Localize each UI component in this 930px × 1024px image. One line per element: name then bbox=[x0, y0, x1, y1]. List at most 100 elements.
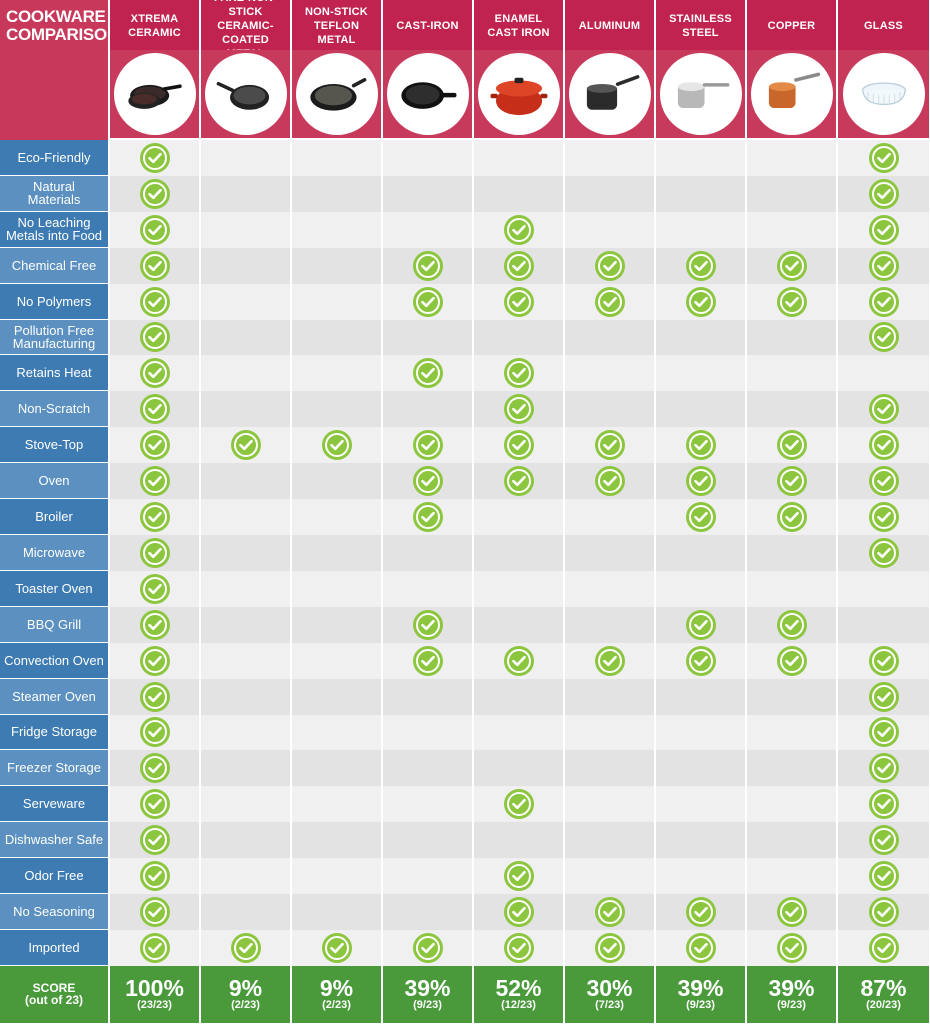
table-cell bbox=[656, 570, 747, 607]
column-header-label: STAINLESS STEEL bbox=[669, 12, 732, 40]
table-cell bbox=[565, 427, 656, 464]
table-cell bbox=[747, 534, 838, 571]
table-cell bbox=[747, 750, 838, 787]
table-cell bbox=[292, 642, 383, 679]
table-cell bbox=[292, 714, 383, 751]
checkmark-ring bbox=[779, 505, 804, 530]
score-cell: 39% (9/23) bbox=[747, 965, 838, 1023]
table-cell bbox=[292, 427, 383, 464]
table-cell bbox=[292, 319, 383, 356]
table-cell bbox=[747, 822, 838, 859]
checkmark-ring bbox=[779, 899, 804, 924]
table-cell bbox=[383, 858, 474, 895]
row-label-text-line: Pollution Free bbox=[13, 322, 95, 338]
stainless-saucepan-icon bbox=[669, 65, 733, 124]
table-cell bbox=[110, 283, 201, 320]
table-cell bbox=[110, 211, 201, 248]
score-fraction: (9/23) bbox=[413, 999, 442, 1012]
table-title: COOKWARE COMPARISON bbox=[0, 0, 119, 140]
row-label-steamer-oven: Steamer Oven bbox=[0, 678, 110, 715]
table-cell bbox=[838, 750, 929, 787]
checkmark-ring bbox=[688, 899, 713, 924]
checkmark-icon bbox=[412, 250, 443, 281]
table-cell bbox=[838, 211, 929, 248]
table-cell bbox=[110, 175, 201, 212]
table-cell bbox=[656, 463, 747, 500]
table-cell bbox=[292, 929, 383, 966]
table-cell bbox=[110, 894, 201, 930]
table-cell bbox=[292, 570, 383, 607]
checkmark-ring bbox=[142, 433, 167, 458]
checkmark-icon bbox=[868, 645, 899, 676]
checkmark-icon bbox=[868, 896, 899, 927]
checkmark-ring bbox=[779, 469, 804, 494]
table-cell bbox=[201, 499, 292, 535]
checkmark-icon bbox=[594, 286, 625, 317]
table-cell bbox=[747, 570, 838, 607]
checkmark-ring bbox=[871, 433, 896, 458]
checkmark-ring bbox=[688, 469, 713, 494]
row-label-eco-friendly: Eco-Friendly bbox=[0, 140, 110, 176]
table-cell bbox=[110, 140, 201, 176]
checkmark-icon bbox=[139, 825, 170, 856]
checkmark-icon bbox=[139, 789, 170, 820]
column-header-aluminum: ALUMINUM bbox=[565, 0, 656, 50]
table-cell bbox=[838, 427, 929, 464]
column-header-label-line: STAINLESS bbox=[669, 13, 732, 25]
table-cell bbox=[383, 391, 474, 428]
checkmark-icon bbox=[503, 932, 534, 963]
score-percent: 39% bbox=[404, 975, 451, 1002]
checkmark-icon bbox=[685, 502, 716, 533]
checkmark-ring bbox=[597, 899, 622, 924]
score-percent: 30% bbox=[586, 975, 633, 1002]
title-line-2: COMPARISON bbox=[6, 25, 119, 44]
table-cell bbox=[292, 211, 383, 248]
checkmark-icon bbox=[230, 430, 261, 461]
row-label-text: Imported bbox=[28, 941, 79, 954]
column-header-label-line: CERAMIC bbox=[128, 27, 181, 39]
checkmark-ring bbox=[415, 253, 440, 278]
checkmark-icon bbox=[685, 645, 716, 676]
table-cell bbox=[838, 642, 929, 679]
table-cell bbox=[383, 211, 474, 248]
table-cell bbox=[383, 894, 474, 930]
row-label-imported: Imported bbox=[0, 929, 110, 966]
table-cell bbox=[474, 283, 565, 320]
table-cell bbox=[656, 355, 747, 392]
table-cell bbox=[383, 355, 474, 392]
row-label-text-line: Metals into Food bbox=[5, 228, 103, 244]
checkmark-icon bbox=[685, 896, 716, 927]
table-cell bbox=[747, 642, 838, 679]
score-cell: 9% (2/23) bbox=[292, 965, 383, 1023]
table-cell bbox=[292, 283, 383, 320]
table-cell bbox=[201, 786, 292, 823]
table-cell bbox=[201, 283, 292, 320]
table-cell bbox=[838, 319, 929, 356]
table-cell bbox=[474, 786, 565, 823]
checkmark-ring bbox=[506, 253, 531, 278]
column-image-aluminum bbox=[565, 50, 656, 140]
checkmark-icon bbox=[503, 358, 534, 389]
checkmark-ring bbox=[142, 253, 167, 278]
checkmark-icon bbox=[594, 896, 625, 927]
table-cell bbox=[292, 355, 383, 392]
table-cell bbox=[838, 283, 929, 320]
row-label-oven: Oven bbox=[0, 463, 110, 500]
row-label-text: Serveware bbox=[23, 797, 85, 810]
table-cell bbox=[474, 894, 565, 930]
row-label-text-line: Broiler bbox=[35, 509, 73, 525]
checkmark-icon bbox=[868, 717, 899, 748]
checkmark-ring bbox=[871, 505, 896, 530]
score-subtitle: (out of 23) bbox=[25, 993, 83, 1008]
column-image-glass bbox=[838, 50, 929, 140]
row-label-text: Pollution Free Manufacturing bbox=[13, 324, 95, 350]
product-photo bbox=[659, 53, 742, 135]
score-cell: 39% (9/23) bbox=[656, 965, 747, 1023]
table-cell bbox=[383, 822, 474, 859]
row-label-odor-free: Odor Free bbox=[0, 858, 110, 895]
row-label-text: Freezer Storage bbox=[7, 761, 101, 774]
table-cell bbox=[474, 929, 565, 966]
checkmark-ring bbox=[506, 469, 531, 494]
table-cell bbox=[474, 140, 565, 176]
table-cell bbox=[565, 678, 656, 715]
